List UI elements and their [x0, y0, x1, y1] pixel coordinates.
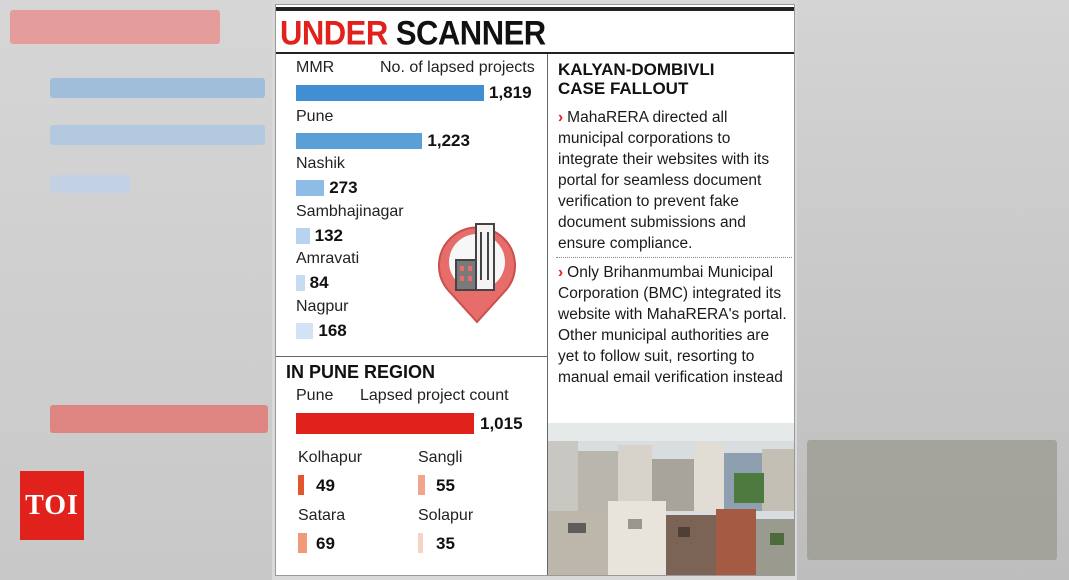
- ghost-block: [50, 405, 268, 433]
- bar-pune: [296, 413, 474, 434]
- district-label: Satara: [298, 507, 346, 524]
- value-header: No. of lapsed projects: [380, 59, 535, 76]
- bar-satara: [298, 533, 307, 553]
- fallout-heading-line-1: KALYAN-DOMBIVLI: [558, 60, 715, 79]
- ghost-block: [10, 10, 220, 44]
- bar-kolhapur: [298, 475, 305, 495]
- bar-amravati: [296, 275, 305, 291]
- district-label: Solapur: [418, 507, 474, 524]
- value-label: 132: [314, 225, 344, 245]
- blurred-background-right: [797, 0, 1069, 580]
- top-rule: [276, 7, 794, 11]
- value-label: 1,819: [489, 83, 532, 102]
- bar-mmr: [296, 85, 484, 101]
- value-label: 35: [436, 534, 455, 553]
- title-red-part: UNDER: [280, 13, 388, 53]
- bar-nashik: [296, 180, 325, 196]
- bar-nagpur: [296, 322, 314, 339]
- category-label: Amravati: [296, 250, 360, 267]
- fallout-bullet-text: Only Brihanmumbai Municipal Corporation …: [558, 264, 787, 386]
- category-label: Nagpur: [296, 297, 349, 315]
- value-label: 1,015: [480, 414, 523, 433]
- page-title: UNDER SCANNER: [280, 13, 546, 53]
- chevron-right-icon: ›: [558, 109, 564, 126]
- bar-sambhajinagar: [296, 227, 310, 244]
- fallout-heading: KALYAN-DOMBIVLI CASE FALLOUT: [558, 60, 714, 98]
- fallout-bullet-text: MahaRERA directed all municipal corporat…: [558, 109, 770, 252]
- value-label: 273: [329, 178, 358, 197]
- ghost-block: [807, 440, 1057, 560]
- fallout-bullet-2: › Only Brihanmumbai Municipal Corporation…: [558, 262, 793, 388]
- ghost-block: [50, 78, 265, 98]
- category-label: Pune: [296, 107, 334, 125]
- location-pin-building-icon: [438, 223, 516, 324]
- value-label: 69: [316, 534, 335, 553]
- ghost-block: [50, 125, 265, 145]
- pune-region-heading: IN PUNE REGION: [286, 362, 436, 382]
- infographic-card: UNDER SCANNER MMR No. of lapsed projects…: [275, 4, 795, 576]
- district-label: Sangli: [418, 449, 463, 466]
- bar-sangli: [418, 475, 426, 495]
- legend-label: MMR: [296, 59, 335, 76]
- value-label: 55: [436, 476, 455, 495]
- column-divider: [547, 54, 548, 575]
- value-label: 168: [318, 320, 347, 340]
- value-label: 49: [316, 476, 335, 495]
- fallout-heading-line-2: CASE FALLOUT: [558, 79, 689, 98]
- value-header: Lapsed project count: [360, 387, 509, 404]
- section-divider: [276, 356, 547, 357]
- bar-pune: [296, 132, 423, 149]
- city-skyline-photo: [548, 423, 794, 575]
- fallout-bullet-1: › MahaRERA directed all municipal corpora…: [558, 107, 793, 254]
- toi-logo: TOI: [20, 471, 84, 540]
- district-label: Kolhapur: [298, 449, 363, 466]
- chevron-right-icon: ›: [558, 264, 564, 281]
- title-black-part: SCANNER: [395, 13, 546, 53]
- value-label: 84: [309, 273, 329, 292]
- value-label: 1,223: [427, 130, 470, 150]
- legend-label: Pune: [296, 387, 334, 404]
- bar-solapur: [418, 533, 423, 553]
- category-label: Nashik: [296, 155, 345, 172]
- category-label: Sambhajinagar: [296, 202, 404, 220]
- toi-logo-text: TOI: [25, 489, 79, 521]
- ghost-block: [50, 175, 130, 193]
- bullet-separator: [556, 257, 792, 258]
- title-divider: [276, 52, 794, 54]
